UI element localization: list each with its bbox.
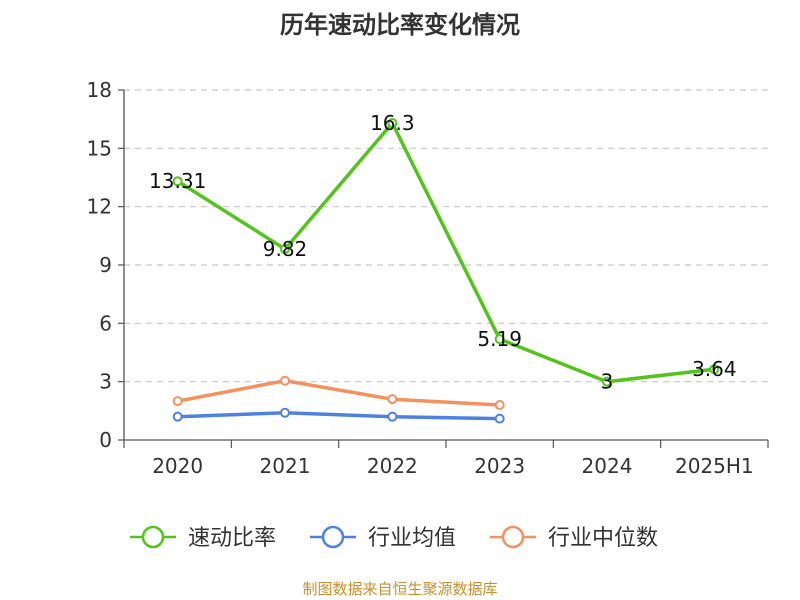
data-point <box>280 244 290 255</box>
legend-label: 行业均值 <box>368 526 456 551</box>
data-point <box>387 118 398 129</box>
x-tick-label: 2022 <box>367 454 418 478</box>
source-note: 制图数据来自恒生聚源数据库 <box>302 580 497 598</box>
data-point <box>280 407 290 418</box>
series-line-1 <box>175 411 502 421</box>
y-tick-label: 12 <box>87 195 112 219</box>
data-label: 9.82 <box>263 237 308 261</box>
legend-label: 速动比率 <box>188 526 276 551</box>
data-point <box>172 396 183 407</box>
y-tick-label: 0 <box>99 428 112 452</box>
y-tick-label: 18 <box>87 78 112 102</box>
y-tick-label: 15 <box>87 136 112 160</box>
series-line-0 <box>175 121 717 384</box>
axis-layer: 0 3 6 9 12 15 18 2020 2021 2022 2023 2024 2025H1 <box>87 78 769 478</box>
legend-label: 行业中位数 <box>548 526 658 551</box>
data-point <box>387 394 398 405</box>
data-point <box>494 334 505 345</box>
x-tick-label: 2025H1 <box>675 454 754 478</box>
data-label: 5.19 <box>477 327 522 351</box>
data-point <box>387 411 398 422</box>
legend-marker-icon <box>321 525 345 549</box>
legend-item-1: 行业均值 <box>310 525 456 551</box>
x-tick-label: 2024 <box>582 454 633 478</box>
data-label: 3 <box>601 370 614 394</box>
data-label-layer: 13.31 9.82 16.3 5.19 3 3.64 <box>149 111 737 394</box>
legend-marker-icon <box>141 525 165 549</box>
legend-item-2: 行业中位数 <box>490 525 658 551</box>
data-point <box>494 400 505 410</box>
data-point <box>494 413 505 424</box>
y-tick-label: 3 <box>99 370 112 394</box>
data-point <box>172 411 183 422</box>
x-tick-label: 2023 <box>474 454 525 478</box>
chart-title: 历年速动比率变化情况 <box>280 11 520 39</box>
x-tick-label: 2021 <box>260 454 311 478</box>
legend-item-0: 速动比率 <box>130 525 276 551</box>
y-tick-label: 6 <box>99 311 112 335</box>
grid-layer <box>124 89 768 383</box>
legend-marker-icon <box>501 525 525 549</box>
y-tick-label: 9 <box>99 253 112 277</box>
x-tick-label: 2020 <box>152 454 203 478</box>
data-point <box>280 375 290 386</box>
data-label: 3.64 <box>692 357 737 381</box>
data-point <box>602 376 612 387</box>
data-point <box>709 364 720 375</box>
series-line-2 <box>175 378 502 407</box>
legend: 速动比率 行业均值 行业中位数 <box>130 525 658 551</box>
data-label: 16.3 <box>370 111 415 135</box>
series-layer <box>172 118 720 424</box>
data-point <box>172 176 183 187</box>
data-label: 13.31 <box>149 169 206 193</box>
